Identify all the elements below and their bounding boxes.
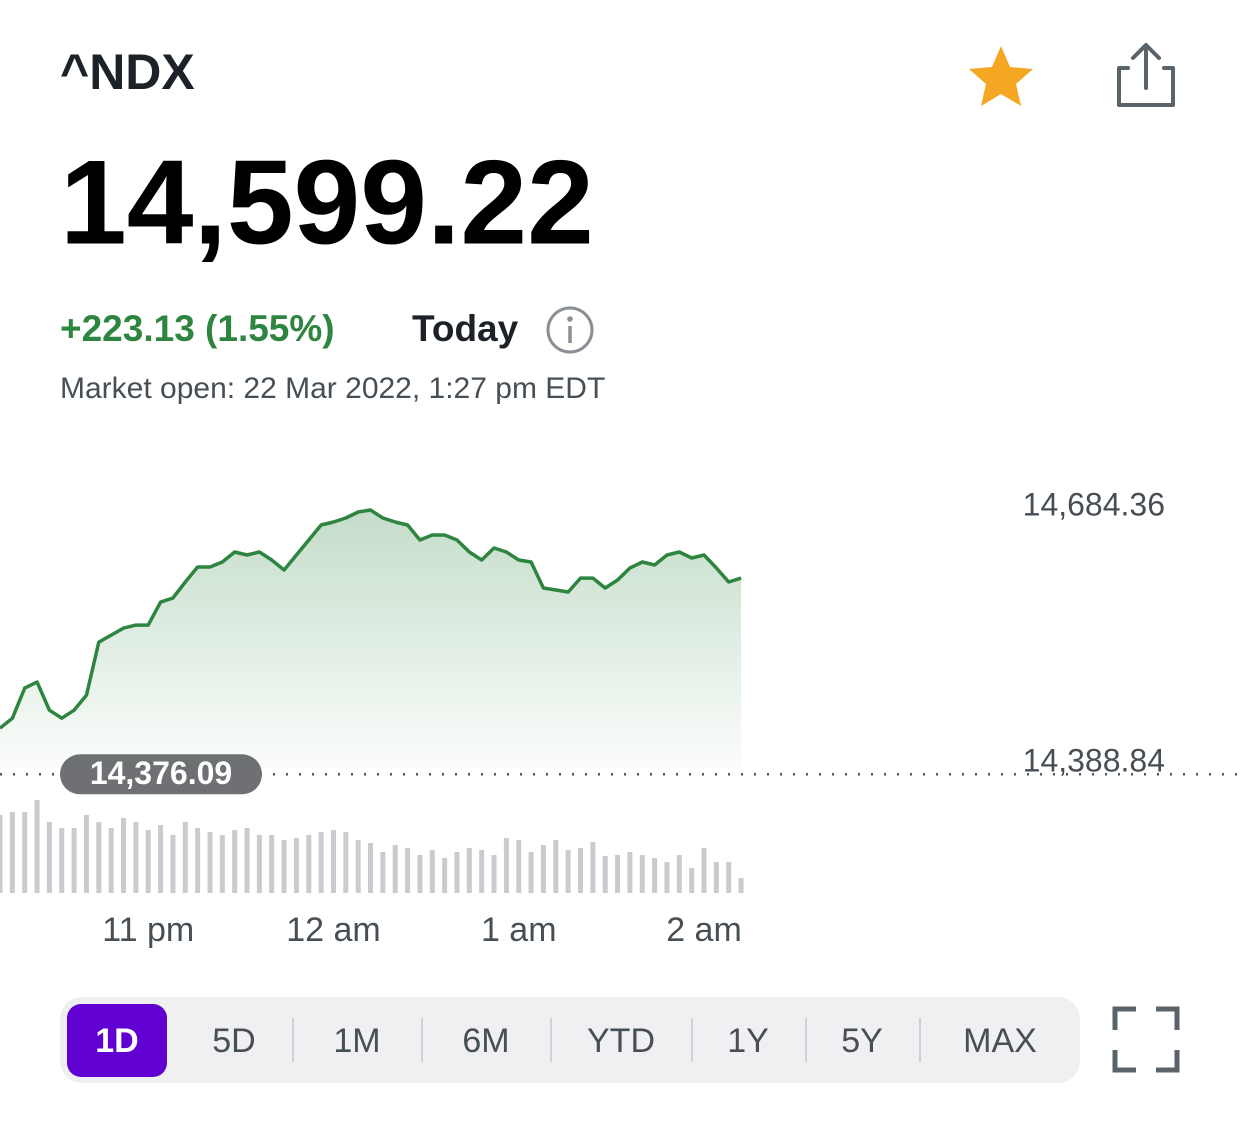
volume-bar — [355, 840, 361, 893]
volume-bar — [689, 868, 695, 893]
x-tick-label: 1 am — [481, 911, 557, 949]
symbol: ^NDX — [60, 44, 195, 100]
range-option[interactable]: YTD — [587, 1022, 655, 1060]
volume-bar — [368, 843, 374, 893]
y-tick-label: 14,684.36 — [1023, 486, 1165, 522]
volume-bar — [59, 828, 65, 893]
star-icon[interactable] — [969, 46, 1033, 106]
volume-bar — [491, 855, 497, 893]
volume-bar — [9, 812, 15, 893]
volume-bar — [466, 848, 472, 893]
volume-bar — [281, 840, 287, 893]
market-status: Market open: 22 Mar 2022, 1:27 pm EDT — [60, 372, 605, 405]
volume-bar — [269, 835, 275, 893]
volume-bar — [652, 858, 658, 893]
volume-bar — [540, 845, 546, 893]
volume-bar — [676, 855, 682, 893]
volume-bar — [256, 835, 262, 893]
range-option[interactable]: 6M — [462, 1022, 509, 1060]
period-label: Today — [412, 308, 519, 349]
share-icon[interactable] — [1117, 43, 1175, 107]
volume-bar — [330, 830, 336, 893]
volume-bar — [479, 850, 485, 893]
volume-bar — [713, 862, 719, 893]
volume-bar — [578, 848, 584, 893]
volume-bar — [133, 822, 139, 893]
volume-bar — [306, 835, 312, 893]
volume-bar — [219, 835, 225, 893]
volume-bar — [244, 828, 250, 893]
volume-bar — [182, 822, 188, 893]
range-option[interactable]: 1M — [333, 1022, 380, 1060]
volume-bar — [96, 822, 102, 893]
price-change: +223.13 (1.55%) — [60, 308, 335, 349]
area — [0, 510, 742, 769]
volume-bar — [392, 845, 398, 893]
volume-bar — [195, 828, 201, 893]
volume-bar — [71, 828, 77, 893]
volume-bar — [701, 848, 707, 893]
price-line — [0, 508, 742, 730]
volume-bar — [108, 828, 114, 893]
price: 14,599.22 — [60, 136, 594, 270]
range-option[interactable]: 1D — [95, 1022, 138, 1060]
volume-bar — [318, 832, 324, 893]
volume-bar — [343, 832, 349, 893]
volume-bar — [380, 852, 386, 893]
volume-bar — [516, 840, 522, 893]
volume-bar — [405, 848, 411, 893]
volume-bar — [170, 835, 176, 893]
fullscreen-icon[interactable] — [1112, 1006, 1180, 1073]
x-tick-label: 12 am — [286, 911, 381, 949]
volume-bar — [121, 818, 127, 893]
volume-bar — [627, 852, 633, 893]
x-tick-label: 2 am — [666, 911, 742, 949]
volume-bar — [22, 812, 28, 893]
volume-bar — [0, 815, 3, 893]
volume-bar — [503, 838, 509, 893]
volume-bar — [565, 850, 571, 893]
volume-bar — [158, 825, 164, 893]
volume-bar — [83, 815, 89, 893]
volume-bar — [145, 830, 151, 893]
volume-bar — [664, 862, 670, 893]
range-selector: 1D 5D 1M 6M YTD 1Y 5Y MAX — [60, 997, 1080, 1083]
range-bar — [60, 997, 1080, 1083]
range-option[interactable]: MAX — [963, 1022, 1037, 1060]
volume-bar — [293, 838, 299, 893]
volume-bar — [46, 822, 52, 893]
volume-bar — [590, 842, 596, 893]
volume-bar — [528, 852, 534, 893]
selected-range-bg — [67, 1004, 167, 1077]
range-option[interactable]: 5Y — [841, 1022, 883, 1060]
y-tick-label: 14,388.84 — [1023, 743, 1165, 779]
volume-bar — [207, 832, 213, 893]
volume-bar — [454, 852, 460, 893]
volume-bar — [442, 858, 448, 893]
range-option[interactable]: 1Y — [727, 1022, 769, 1060]
volume-bar — [602, 856, 608, 893]
volume-bar — [738, 878, 744, 893]
range-option[interactable]: 5D — [212, 1022, 255, 1060]
volume-bar — [429, 850, 435, 893]
volume-bar — [417, 855, 423, 893]
volume-bar — [553, 840, 559, 893]
volume-bar — [615, 855, 621, 893]
volume-bar — [639, 855, 645, 893]
volume-bar — [232, 830, 238, 893]
info-icon[interactable] — [546, 306, 594, 354]
x-tick-label: 11 pm — [102, 911, 194, 949]
volume-bar — [34, 800, 40, 893]
volume-bar — [726, 862, 732, 893]
